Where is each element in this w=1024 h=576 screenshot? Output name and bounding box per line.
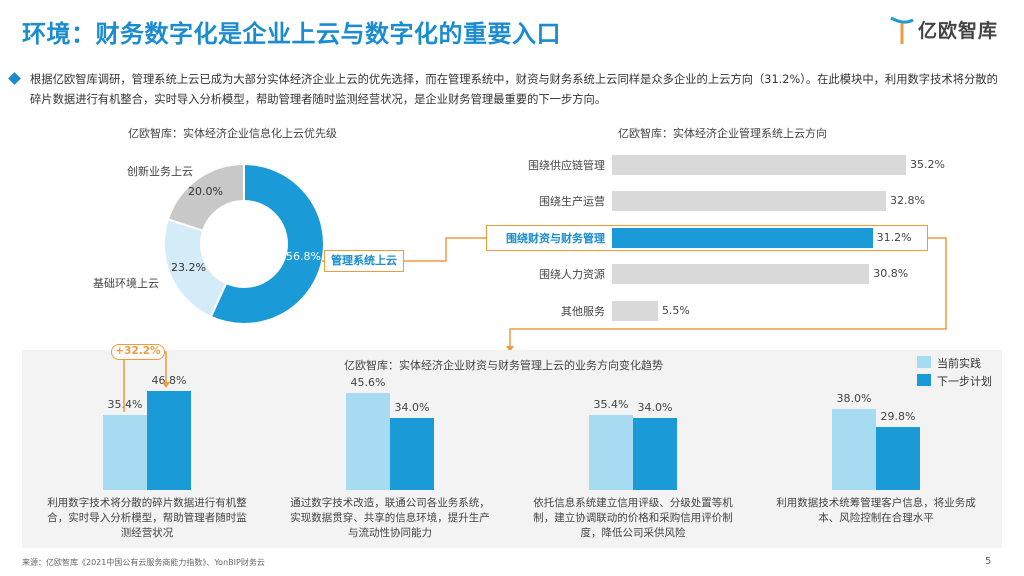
legend-swatch-next [917,374,931,386]
pie-value-management: 56.8% [286,250,321,263]
pie-label-management: 管理系统上云 [324,250,404,272]
hbar-label: 围绕财资与财务管理 [506,232,605,245]
growth-annotation: +32.2% [111,344,165,360]
intro-text: 根据亿欧智库调研，管理系统上云已成为大部分实体经济企业上云的优先选择，而在管理系… [30,73,998,106]
hbar-value: 31.2% [876,231,912,244]
pie-slice-innovation [166,162,245,232]
pie-label-innovation: 创新业务上云 [127,165,193,178]
hbar-label: 其他服务 [561,305,605,318]
trend-bar-current [103,414,147,490]
trend-bar-value: 45.6% [350,376,386,390]
trend-bar-value: 34.0% [394,400,430,414]
hbar-label: 围绕供应链管理 [528,159,605,172]
trend-category-label: 通过数字技术改造，联通公司各业务系统，实现数据贯穿、共享的信息环境，提升生产与流… [290,497,490,539]
trend-bar-current [589,414,633,490]
page-title: 环境：财务数字化是企业上云与数字化的重要入口 [22,20,561,48]
hbar [612,191,886,211]
hbar-chart-title: 亿欧智库：实体经济企业管理系统上云方向 [618,127,827,140]
hbar-value: 30.8% [873,267,909,280]
pie-label-infrastructure: 基础环境上云 [93,277,159,290]
legend-label-next: 下一步计划 [937,375,992,388]
legend-swatch-current [917,356,931,368]
trend-category-label: 利用数据技术统筹管理客户信息，将业务成本、风险控制在合理水平 [776,497,976,524]
hbar-label: 围绕人力资源 [539,268,605,281]
trend-category-label: 依托信息系统建立信用评级、分级处置等机制，建立协调联动的价格和采购信用评价制度，… [533,497,733,539]
page-number: 5 [985,556,992,567]
trend-bar-value: 35.4% [107,397,143,411]
logo-text: 亿欧智库 [918,20,999,42]
hbar [612,155,906,175]
hbar-value: 5.5% [661,304,690,317]
trend-bar-next [633,417,677,490]
legend-label-current: 当前实践 [937,357,981,370]
donut-chart [163,162,325,325]
trend-category-label: 利用数字技术将分散的碎片数据进行有机整合，实时导入分析模型，帮助管理者随时监测经… [47,497,247,539]
trend-bar-value: 35.4% [593,397,629,411]
callout-link-line [404,237,486,262]
pie-value-innovation: 20.0% [188,185,223,198]
pie-chart-title: 亿欧智库：实体经济企业信息化上云优先级 [128,127,337,140]
trend-bar-value: 46.8% [151,373,187,387]
pie-value-infrastructure: 23.2% [171,261,206,274]
trend-bar-value: 38.0% [836,392,872,406]
trend-bar-next [876,426,920,490]
trend-bar-value: 34.0% [637,400,673,414]
trend-chart-title: 亿欧智库：实体经济企业财资与财务管理上云的业务方向变化趋势 [344,359,663,372]
trend-bar-next [147,390,191,490]
logo-icon [890,16,914,44]
trend-bar-current [346,393,390,490]
hbar-label: 围绕生产运营 [539,195,605,208]
hbar [612,264,870,284]
source-note: 来源：亿欧智库《2021中国公有云服务商能力指数》、YonBIP财务云 [22,558,265,567]
hbar [612,301,658,321]
trend-bar-next [390,417,434,490]
hbar-value: 32.8% [889,194,925,207]
flow-connector-line [509,237,947,350]
trend-bar-value: 29.8% [880,409,916,423]
flow-arrow-icon [506,346,514,352]
highlight-box [486,225,928,251]
hbar-value: 35.2% [910,158,945,171]
hbar [612,228,873,248]
trend-bar-current [832,409,876,490]
pie-slice-management [209,162,325,325]
